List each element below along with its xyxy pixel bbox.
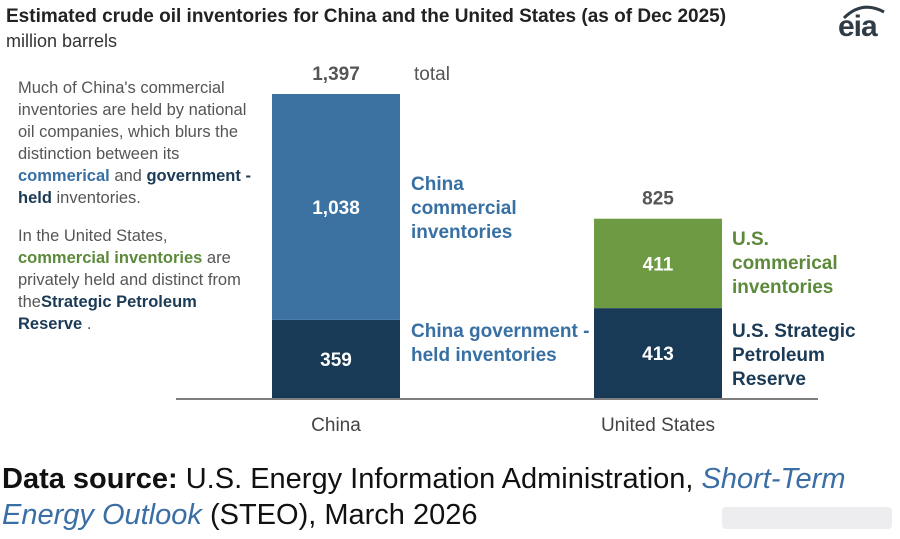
data-source-date: (STEO), March 2026 <box>209 499 478 531</box>
eia-logo: eia <box>838 10 878 43</box>
annotation-us-commercial-highlight: commercial inventories <box>18 249 203 267</box>
annotation-china: Much of China's commercial inventories a… <box>18 77 258 209</box>
data-label: 413 <box>642 344 674 365</box>
total-word-label: total <box>414 64 450 85</box>
annotation-china-intro: Much of China's commercial inventories a… <box>18 79 247 163</box>
data-source: Data source: U.S. Energy Information Adm… <box>2 461 898 533</box>
annotation-spr-highlight: Strategic Petroleum Reserve <box>18 293 197 333</box>
bar-segment <box>594 218 722 309</box>
data-label: 1,038 <box>312 198 360 219</box>
data-source-agency: U.S. Energy Information Administration, <box>185 463 694 495</box>
eia-logo-arc-icon <box>842 5 885 20</box>
total-label: 1,397 <box>312 64 360 85</box>
bar-segment <box>272 94 400 320</box>
bar-segment <box>272 319 400 398</box>
total-label: 825 <box>642 189 674 210</box>
annotation-commercial-highlight: commerical <box>18 167 110 185</box>
chart-subtitle: million barrels <box>6 31 118 51</box>
chart-title: Estimated crude oil inventories for Chin… <box>6 6 727 27</box>
annotation-china-end: inventories. <box>56 189 141 207</box>
data-label: 411 <box>643 254 674 275</box>
label-us-spr: U.S. Strategic Petroleum Reserve <box>732 321 856 390</box>
annotation-and: and <box>114 167 142 185</box>
annotation-government-highlight: government -held <box>18 167 251 207</box>
annotation-us-intro: In the United States, <box>18 227 168 245</box>
annotation-text: Much of China's commercial inventories a… <box>18 77 258 351</box>
stacked-bar-chart: 359 1,038 1,397 China 413 411 825 United States… <box>176 64 818 436</box>
label-china-commercial: China commercial inventories <box>411 174 517 243</box>
category-label: China <box>311 415 361 436</box>
annotation-us-mid: are privately held and distinct from the <box>18 249 241 311</box>
data-label: 359 <box>320 350 352 371</box>
data-source-label: Data source: <box>2 463 178 495</box>
watermark <box>722 507 892 529</box>
annotation-us-end: . <box>86 315 92 333</box>
bar-segment <box>594 308 722 398</box>
category-label: United States <box>601 415 715 436</box>
label-us-commercial: U.S. commerical inventories <box>732 229 838 298</box>
annotation-us: In the United States, commercial invento… <box>18 225 258 335</box>
label-china-government: China government -held inventories <box>411 321 590 366</box>
data-source-publication: Short-Term Energy Outlook <box>2 463 846 531</box>
